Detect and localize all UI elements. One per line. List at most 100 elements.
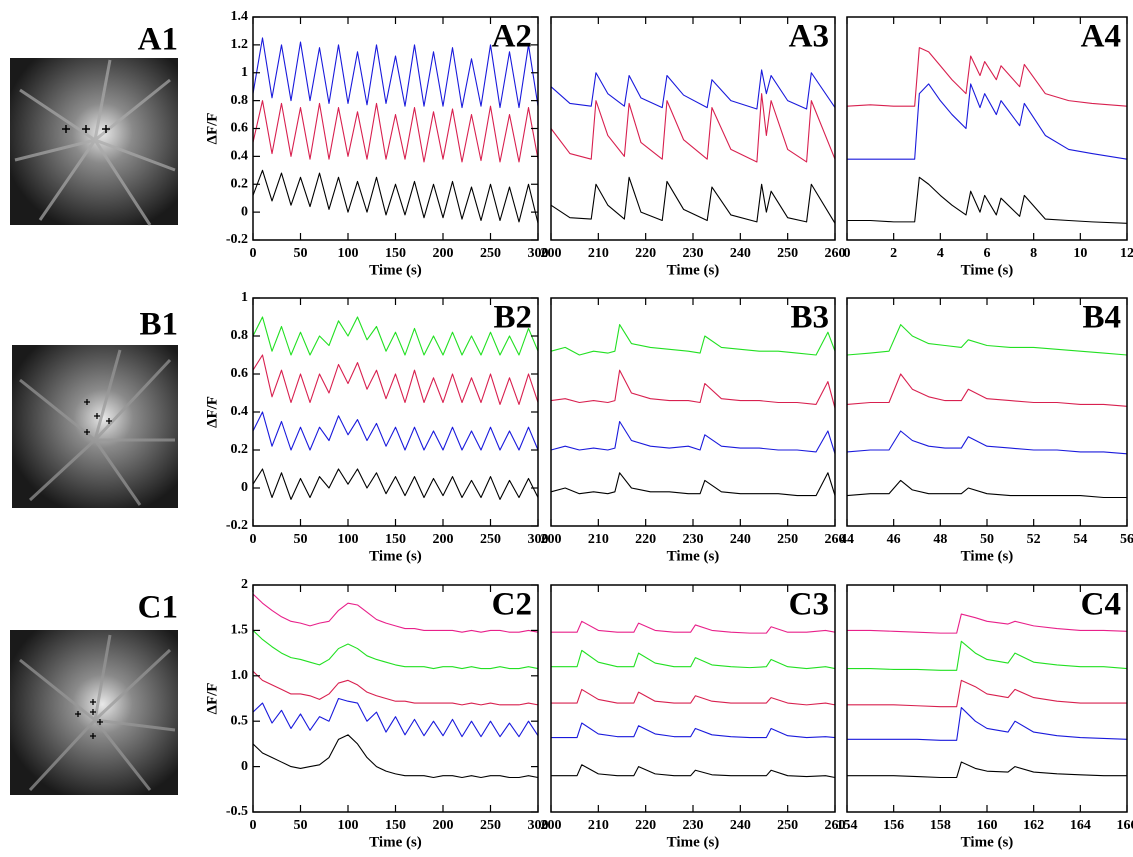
trace: [551, 764, 836, 779]
x-tick-label: 210: [588, 532, 609, 547]
x-tick-label: 210: [588, 246, 609, 261]
y-tick-label: -0.2: [226, 232, 248, 247]
x-tick-label: 150: [385, 532, 406, 547]
x-tick-label: 200: [541, 532, 562, 547]
x-tick-label: 210: [588, 818, 609, 833]
x-tick-label: 0: [250, 532, 257, 547]
y-axis-label: ΔF/F: [204, 113, 220, 145]
y-tick-label: 0.4: [231, 404, 249, 419]
y-tick-label: 1.0: [231, 668, 249, 683]
x-tick-label: 50: [294, 246, 308, 261]
y-tick-label: 0: [241, 480, 248, 495]
x-axis-label: Time (s): [667, 834, 720, 850]
trace: [846, 47, 1128, 107]
x-tick-label: 260: [825, 818, 846, 833]
x-axis-label: Time (s): [369, 548, 422, 564]
trace: [252, 697, 539, 738]
x-tick-label: 158: [930, 818, 951, 833]
x-tick-label: 300: [528, 818, 549, 833]
x-tick-label: 54: [1073, 532, 1087, 547]
x-tick-label: 240: [730, 246, 751, 261]
y-axis-label: ΔF/F: [204, 683, 220, 715]
trace: [846, 479, 1127, 499]
x-tick-label: 0: [250, 818, 257, 833]
x-axis-label: Time (s): [961, 548, 1014, 564]
trace: [846, 430, 1128, 455]
trace: [252, 468, 539, 500]
trace: [550, 472, 836, 497]
y-axis-label: ΔF/F: [204, 396, 220, 428]
panel-title: C4: [1081, 587, 1121, 623]
y-tick-label: 1: [241, 65, 248, 80]
x-tick-label: 56: [1120, 532, 1133, 547]
y-tick-label: 1.5: [231, 623, 249, 638]
x-tick-label: 0: [250, 246, 257, 261]
trace: [252, 316, 539, 356]
trace: [551, 722, 836, 739]
trace: [252, 411, 539, 451]
x-axis-label: Time (s): [961, 262, 1014, 278]
trace: [551, 688, 836, 706]
x-tick-label: 260: [825, 246, 846, 261]
x-tick-label: 250: [480, 532, 501, 547]
x-tick-label: 8: [1030, 246, 1037, 261]
x-axis-label: Time (s): [961, 834, 1014, 850]
panel-title: B2: [493, 300, 532, 336]
x-tick-label: 220: [635, 246, 656, 261]
x-tick-label: 12: [1120, 246, 1133, 261]
image-c1: [10, 630, 178, 795]
x-tick-label: 50: [294, 532, 308, 547]
trace: [551, 649, 836, 670]
trace: [847, 707, 1128, 741]
panel-title: A2: [492, 19, 532, 55]
x-tick-label: 6: [984, 246, 991, 261]
x-tick-label: 250: [777, 246, 798, 261]
y-tick-label: -0.5: [226, 804, 248, 819]
x-tick-label: 260: [825, 532, 846, 547]
x-tick-label: 300: [528, 532, 549, 547]
x-tick-label: 50: [294, 818, 308, 833]
x-tick-label: 154: [837, 818, 858, 833]
x-tick-label: 52: [1027, 532, 1041, 547]
x-tick-label: 250: [480, 818, 501, 833]
trace: [846, 373, 1128, 407]
trace: [252, 100, 539, 163]
trace: [550, 324, 836, 356]
y-tick-label: 0.8: [231, 93, 249, 108]
y-tick-label: 0: [241, 759, 248, 774]
x-tick-label: 250: [777, 818, 798, 833]
y-tick-label: 2: [241, 577, 248, 592]
x-tick-label: 200: [541, 246, 562, 261]
trace: [847, 176, 1128, 224]
x-axis-label: Time (s): [667, 548, 720, 564]
x-tick-label: 240: [730, 532, 751, 547]
trace: [252, 670, 539, 706]
trace: [252, 169, 539, 224]
x-tick-label: 220: [635, 818, 656, 833]
y-tick-label: 0.4: [231, 149, 249, 164]
trace: [847, 640, 1128, 671]
y-tick-label: 0.6: [231, 121, 249, 136]
x-tick-label: 200: [433, 818, 454, 833]
x-tick-label: 250: [777, 532, 798, 547]
image-a1: [10, 58, 178, 226]
x-tick-label: 46: [887, 532, 901, 547]
x-tick-label: 48: [933, 532, 947, 547]
x-tick-label: 150: [385, 246, 406, 261]
x-tick-label: 230: [683, 246, 704, 261]
trace: [252, 354, 539, 405]
x-tick-label: 240: [730, 818, 751, 833]
panel-label: B1: [139, 307, 178, 343]
image-b1: [12, 345, 178, 508]
x-tick-label: 44: [840, 532, 854, 547]
x-tick-label: 50: [980, 532, 994, 547]
panel-label: A1: [138, 22, 178, 58]
x-tick-label: 166: [1117, 818, 1133, 833]
trace: [252, 593, 539, 633]
panel-label: C1: [138, 590, 178, 626]
y-tick-label: 0.5: [231, 713, 249, 728]
trace: [847, 679, 1127, 708]
x-tick-label: 250: [480, 246, 501, 261]
x-tick-label: 0: [844, 246, 851, 261]
y-tick-label: -0.2: [226, 518, 248, 533]
